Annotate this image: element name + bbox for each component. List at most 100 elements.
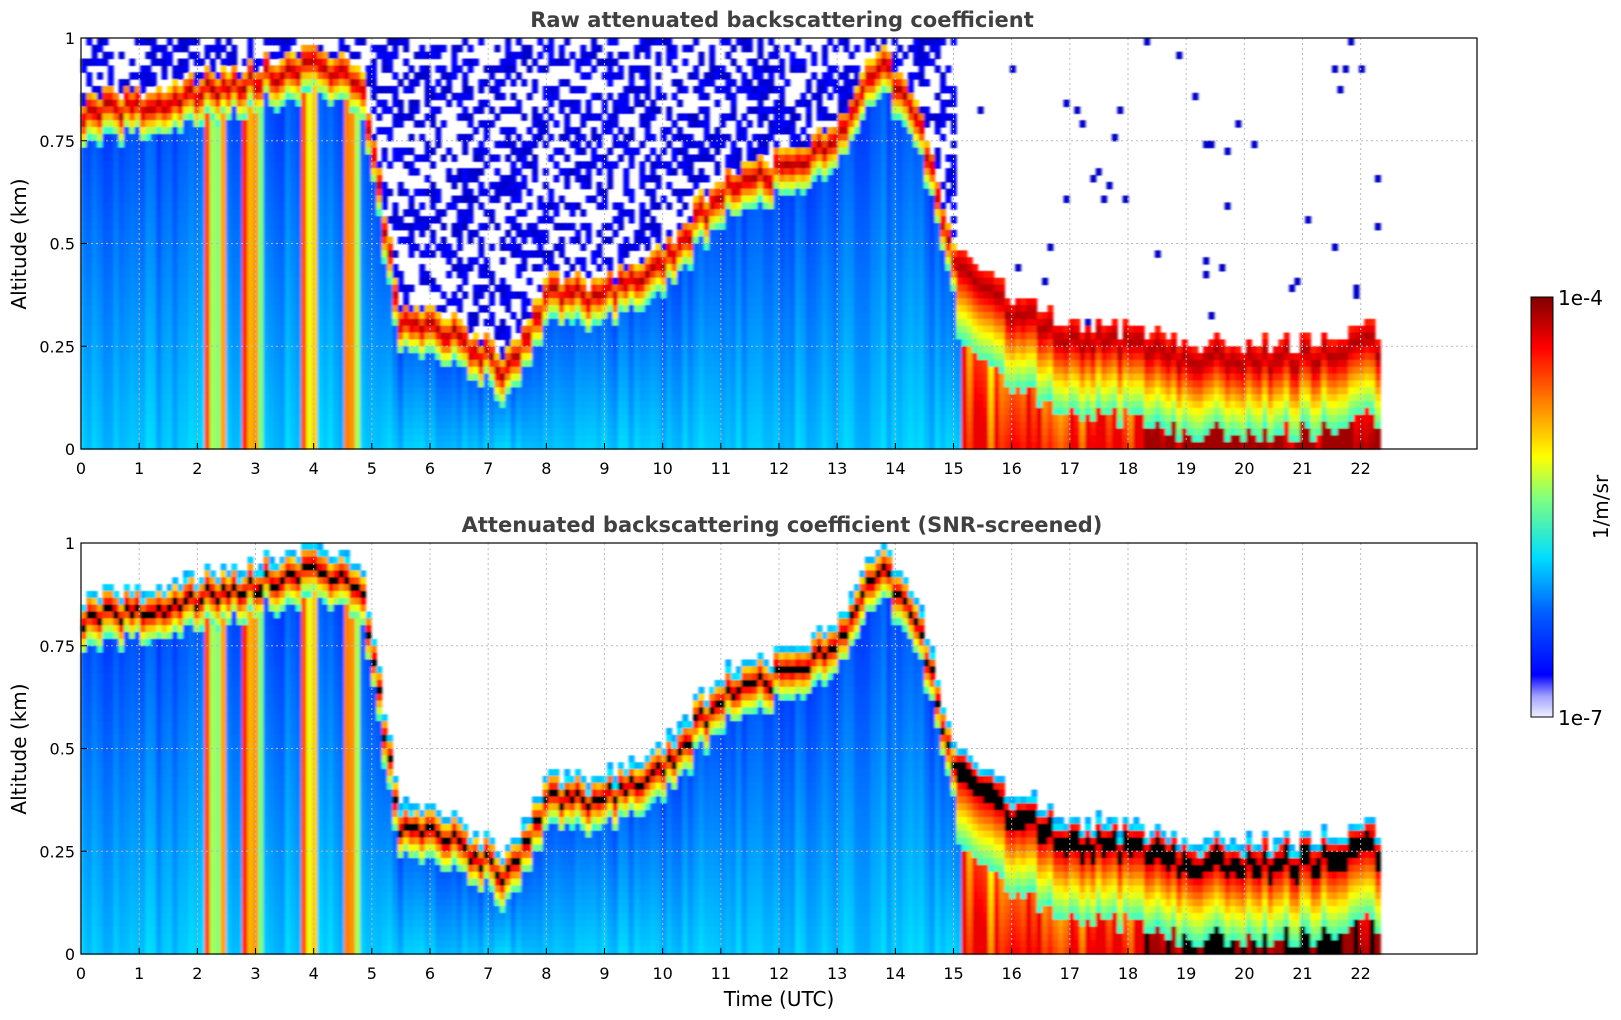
p1-heatmap-cell — [113, 414, 120, 423]
p1-heatmap-cell — [327, 175, 334, 183]
p1-heatmap-cell — [118, 298, 125, 306]
p1-heatmap-cell — [451, 380, 458, 388]
p1-heatmap-cell — [564, 428, 571, 436]
p1-heatmap-cell — [274, 380, 281, 388]
p1-heatmap-cell — [532, 421, 538, 430]
p1-heatmap-cell — [327, 99, 334, 108]
p1-heatmap-cell — [617, 99, 624, 108]
p1-heatmap-cell — [569, 202, 576, 210]
p1-heatmap-cell — [327, 147, 334, 156]
p1-heatmap-cell — [166, 421, 173, 430]
p1-heatmap-cell — [413, 312, 420, 320]
p1-heatmap-cell — [107, 161, 114, 169]
p1-heatmap-cell — [263, 99, 270, 108]
p1-heatmap-cell — [387, 346, 394, 354]
p1-heatmap-cell — [440, 222, 447, 231]
p1-heatmap-cell — [247, 140, 254, 149]
p1-heatmap-cell — [558, 79, 565, 87]
p1-heatmap-cell — [225, 140, 232, 149]
p1-heatmap-cell — [188, 291, 195, 299]
p1-heatmap-cell — [183, 435, 189, 443]
p1-heatmap-cell — [295, 270, 302, 279]
p1-heatmap-cell — [236, 229, 243, 238]
p1-heatmap-cell — [494, 325, 501, 334]
p1-heatmap-cell — [322, 175, 329, 183]
p1-heatmap-cell — [220, 44, 227, 53]
p1-heatmap-cell — [360, 216, 367, 224]
p1-heatmap-cell — [97, 99, 104, 108]
p1-heatmap-cell — [209, 277, 216, 286]
p1-heatmap-cell — [204, 147, 211, 156]
p1-heatmap-cell — [548, 38, 555, 46]
p1-heatmap-cell — [322, 140, 329, 149]
p1-heatmap-cell — [413, 407, 420, 416]
p1-heatmap-cell — [338, 44, 345, 53]
p1-heatmap-cell — [360, 387, 367, 395]
p1-heatmap-cell — [193, 407, 200, 416]
p1-heatmap-cell — [499, 325, 506, 334]
p1-heatmap-cell — [607, 305, 614, 313]
p1-heatmap-cell — [446, 414, 453, 423]
p1-heatmap-cell — [172, 85, 179, 94]
p1-heatmap-cell — [510, 339, 517, 347]
p1-heatmap-cell — [419, 133, 426, 142]
p1-heatmap-cell — [338, 175, 345, 183]
p1-heatmap-cell — [263, 291, 270, 299]
p1-heatmap-cell — [161, 298, 168, 306]
p1-heatmap-cell — [242, 277, 249, 286]
p1-heatmap-cell — [548, 44, 555, 53]
p1-heatmap-cell — [499, 79, 506, 87]
p1-heatmap-cell — [193, 284, 200, 293]
p1-heatmap-cell — [252, 318, 259, 327]
p1-heatmap-cell — [279, 339, 286, 347]
p1-heatmap-cell — [204, 106, 211, 114]
p1-heatmap-cell — [199, 291, 206, 299]
p1-heatmap-cell — [430, 250, 436, 258]
p1-heatmap-cell — [268, 277, 275, 286]
p1-heatmap-cell — [510, 175, 517, 183]
p1-heatmap-cell — [279, 387, 286, 395]
p1-heatmap-cell — [258, 414, 265, 423]
p1-heatmap-cell — [145, 305, 152, 313]
p1-heatmap-cell — [306, 428, 313, 436]
p1-heatmap-cell — [81, 435, 87, 443]
p1-heatmap-cell — [569, 359, 576, 368]
p1-heatmap-cell — [408, 250, 415, 258]
p1-heatmap-cell — [290, 92, 297, 101]
p1-heatmap-cell — [467, 44, 474, 53]
p1-heatmap-cell — [585, 442, 592, 450]
p1-heatmap-cell — [107, 339, 114, 347]
p1-heatmap-cell — [451, 175, 458, 183]
p1-heatmap-cell — [467, 442, 474, 450]
p1-heatmap-cell — [311, 359, 318, 368]
p1-heatmap-cell — [134, 353, 141, 361]
p1-heatmap-cell — [145, 442, 152, 450]
p1-heatmap-cell — [156, 168, 163, 176]
p1-heatmap-cell — [628, 325, 635, 334]
p1-heatmap-cell — [585, 339, 592, 347]
p1-heatmap-cell — [542, 401, 549, 409]
p1-heatmap-cell — [140, 38, 147, 46]
p1-heatmap-cell — [548, 257, 555, 265]
p1-heatmap-cell — [354, 175, 361, 183]
p1-heatmap-cell — [499, 65, 506, 73]
p1-heatmap-cell — [596, 277, 603, 286]
p1-heatmap-cell — [381, 202, 388, 210]
p1-heatmap-cell — [220, 339, 227, 347]
p1-heatmap-cell — [387, 277, 394, 286]
p1-heatmap-cell — [118, 181, 125, 190]
p1-heatmap-cell — [140, 387, 147, 395]
p1-heatmap-cell — [134, 181, 141, 190]
p1-heatmap-cell — [467, 373, 474, 382]
p1-heatmap-cell — [349, 421, 356, 430]
p1-heatmap-cell — [204, 65, 211, 73]
p1-heatmap-cell — [150, 305, 157, 313]
p1-heatmap-cell — [462, 414, 469, 423]
p1-heatmap-cell — [247, 236, 254, 245]
p1-heatmap-cell — [424, 414, 431, 423]
p1-heatmap-cell — [456, 407, 463, 416]
p1-heatmap-cell — [236, 270, 243, 279]
p1-heatmap-cell — [542, 325, 549, 334]
p1-heatmap-cell — [478, 428, 485, 436]
p1-heatmap-cell — [403, 346, 410, 354]
